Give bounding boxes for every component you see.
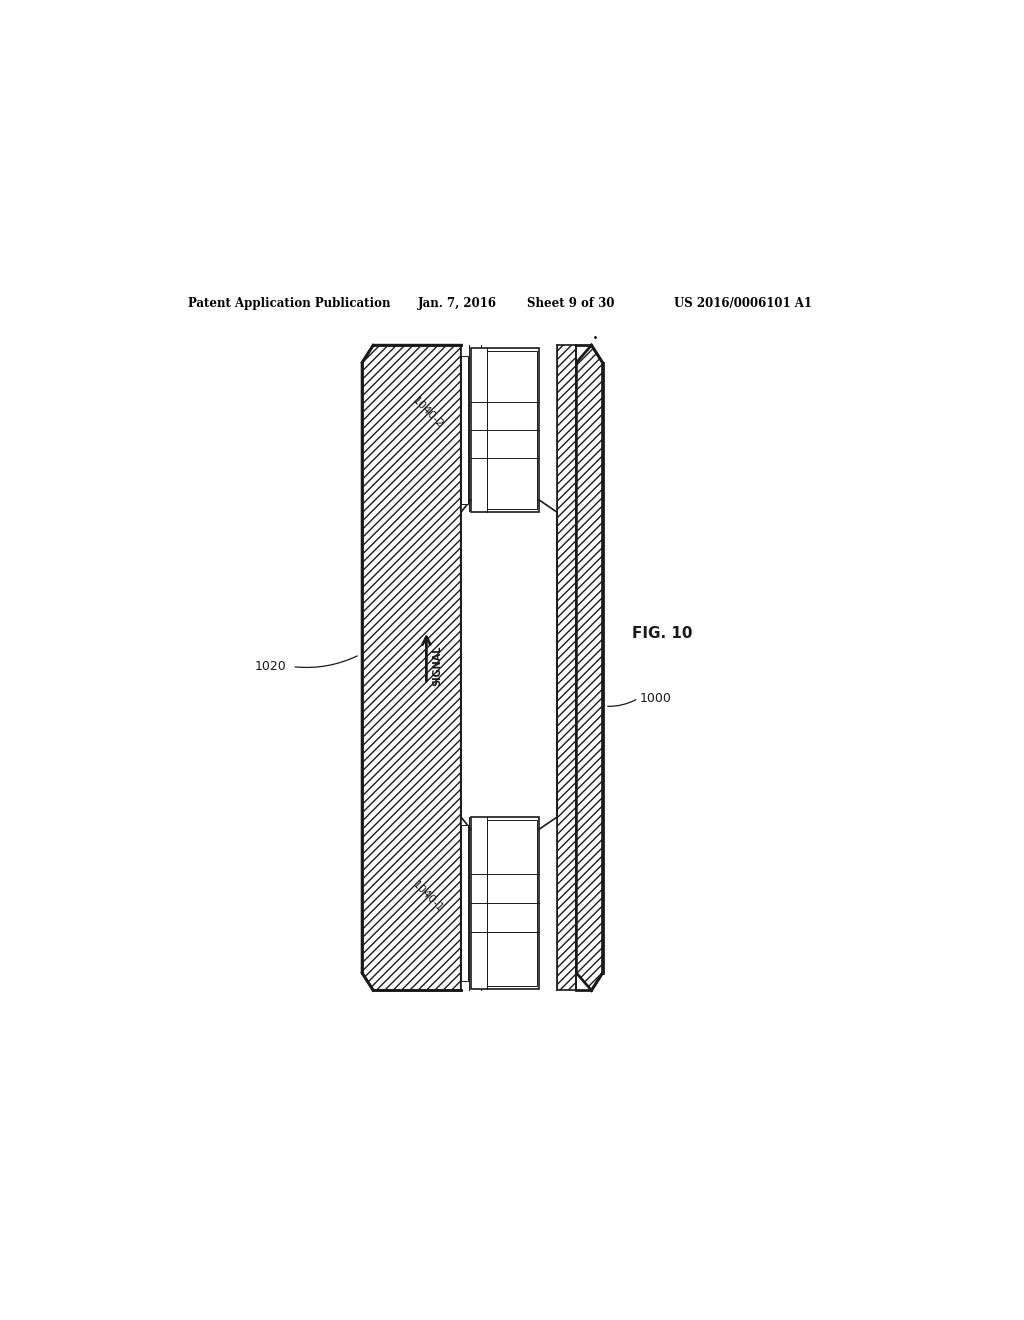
- Text: Jan. 7, 2016: Jan. 7, 2016: [418, 297, 497, 310]
- Bar: [486, 820, 538, 986]
- Polygon shape: [362, 346, 461, 990]
- Polygon shape: [557, 346, 577, 990]
- Bar: [461, 356, 468, 504]
- Text: 1000: 1000: [640, 692, 672, 705]
- Text: 1040-2: 1040-2: [411, 395, 445, 430]
- Bar: [461, 825, 468, 981]
- Text: FIG. 10: FIG. 10: [632, 626, 692, 640]
- Bar: [467, 512, 543, 817]
- Text: US 2016/0006101 A1: US 2016/0006101 A1: [674, 297, 812, 310]
- Text: Sheet 9 of 30: Sheet 9 of 30: [527, 297, 614, 310]
- Bar: [461, 346, 557, 990]
- Text: Patent Application Publication: Patent Application Publication: [187, 297, 390, 310]
- Text: 1040-1: 1040-1: [411, 879, 445, 915]
- Bar: [471, 348, 539, 512]
- Polygon shape: [577, 346, 602, 990]
- Bar: [471, 817, 539, 989]
- Bar: [486, 351, 538, 510]
- Text: SIGNAL: SIGNAL: [433, 645, 442, 685]
- Text: 1020: 1020: [255, 660, 287, 673]
